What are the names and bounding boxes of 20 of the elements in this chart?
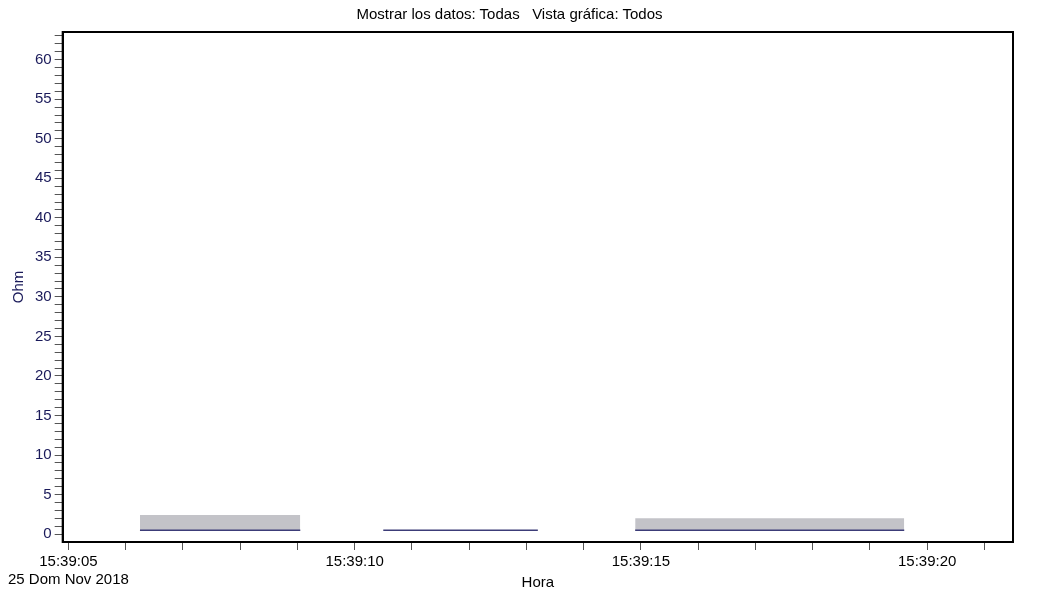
y-tick-label: 25 — [35, 326, 52, 344]
y-tick-label: 35 — [35, 247, 52, 265]
y-axis-title: Ohm — [9, 270, 27, 304]
y-tick-label: 45 — [35, 168, 52, 186]
y-tick-label: 0 — [43, 524, 52, 542]
y-tick-label: 10 — [35, 445, 52, 463]
y-tick-label: 5 — [43, 484, 52, 502]
x-tick-label: 15:39:05 25 Dom Nov 2018 — [7, 552, 129, 588]
y-tick-label: 50 — [35, 128, 52, 146]
y-tick-label: 30 — [35, 287, 52, 305]
y-tick-label: 55 — [35, 89, 52, 107]
y-tick-label: 60 — [35, 49, 52, 67]
x-tick-label: 15:39:10 — [325, 552, 384, 570]
y-tick-label: 40 — [35, 207, 52, 225]
y-tick-label: 20 — [35, 366, 52, 384]
x-tick-label: 15:39:15 — [611, 552, 671, 570]
x-tick-label: 15:39:20 — [897, 552, 957, 570]
chart-title: Mostrar los datos: Todas Vista gráfica: Todos — [356, 5, 663, 23]
x-axis-title: Hora — [521, 573, 555, 591]
y-tick-label: 15 — [35, 405, 52, 423]
